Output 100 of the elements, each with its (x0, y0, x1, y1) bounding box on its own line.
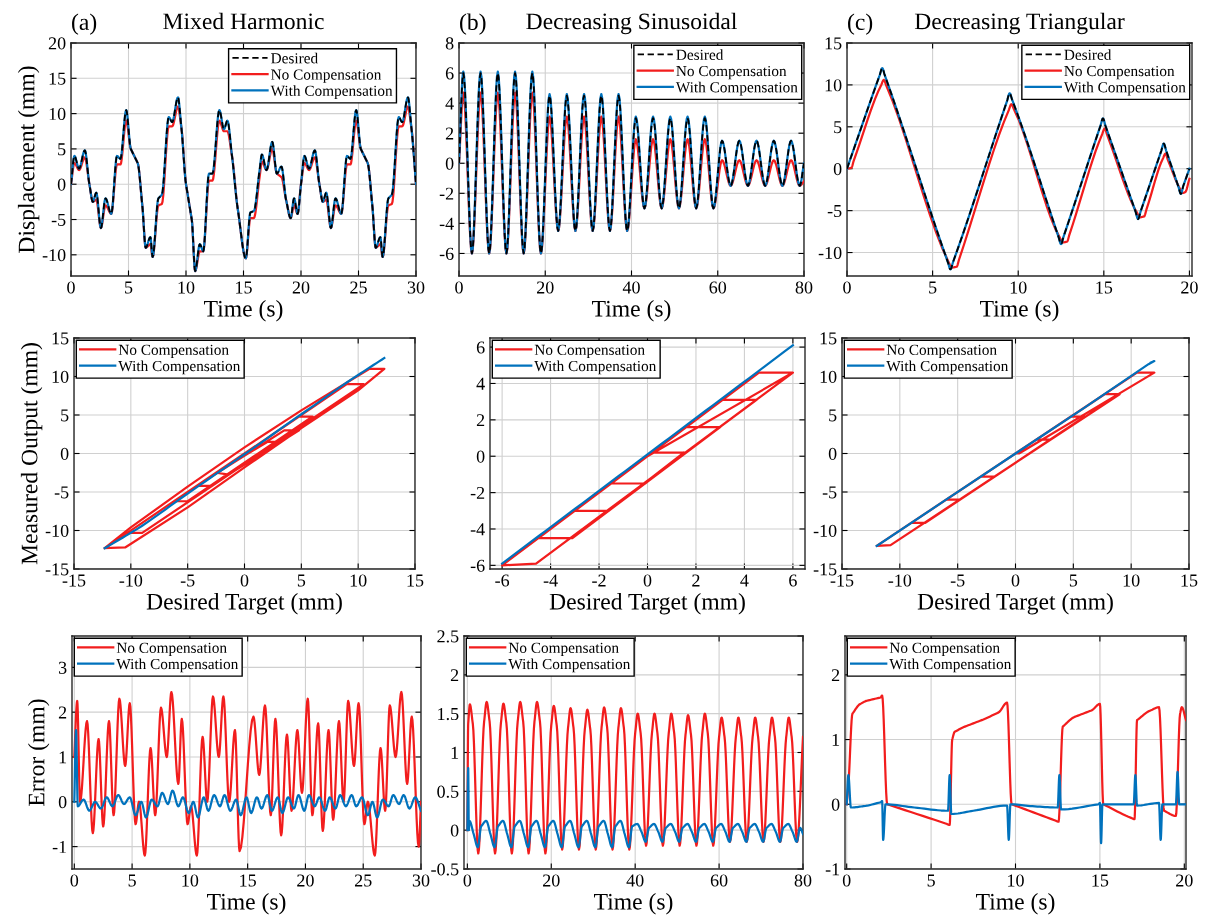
legend-label: No Compensation (889, 642, 1000, 657)
y-tick-label: 2 (476, 414, 485, 427)
x-tick-label: 15 (1092, 874, 1109, 887)
x-tick-label: 0 (240, 574, 249, 587)
x-tick-label: 10 (178, 281, 195, 294)
x-tick-label: -6 (495, 574, 510, 587)
y-tick-label: 0 (58, 796, 67, 809)
x-tick-label: 30 (407, 281, 425, 294)
x-tick-label: 5 (128, 874, 136, 887)
y-tick-label: 0 (450, 824, 459, 837)
x-tick-label: 30 (412, 874, 430, 887)
x-tick-label: 20 (537, 281, 554, 294)
x-tick-label: 20 (543, 874, 560, 887)
x-axis-title: Desired Target (mm) (917, 593, 1113, 615)
x-tick-label: 60 (709, 281, 727, 294)
legend-label: With Compensation (508, 658, 631, 673)
legend-label: No Compensation (534, 344, 645, 359)
legend-label: Desired (1064, 49, 1112, 60)
y-tick-label: 5 (834, 121, 842, 134)
y-tick-label: 0 (831, 798, 840, 811)
y-tick-label: 15 (825, 37, 842, 50)
y-tick-label: 10 (825, 79, 842, 92)
y-tick-label: 1 (451, 746, 459, 759)
legend-label: With Compensation (270, 85, 393, 100)
x-tick-label: 15 (1181, 574, 1198, 587)
x-axis-title: Desired Target (mm) (146, 593, 342, 615)
legend-label: With Compensation (889, 658, 1012, 673)
y-tick-label: 0 (833, 162, 842, 176)
x-tick-label: 40 (622, 281, 640, 294)
x-tick-label: 0 (842, 874, 851, 887)
y-tick-label: -2 (470, 486, 485, 499)
legend-label: With Compensation (116, 658, 239, 673)
y-tick-label: 2 (450, 669, 459, 682)
y-tick-label: 10 (820, 370, 837, 383)
chart-title: Mixed Harmonic (163, 12, 324, 30)
x-tick-label: 40 (626, 874, 644, 887)
x-axis-title: Time (s) (980, 300, 1059, 322)
y-tick-label: 3 (58, 661, 67, 674)
x-tick-label: 20 (1176, 874, 1193, 887)
y-tick-label: 2 (445, 127, 454, 140)
y-tick-label: -6 (470, 559, 485, 572)
x-tick-label: -2 (592, 574, 606, 587)
x-tick-label: 10 (1123, 574, 1140, 587)
x-tick-label: 0 (1011, 574, 1020, 587)
x-tick-label: 15 (1096, 281, 1113, 294)
legend-label: With Compensation (534, 360, 657, 375)
y-tick-label: 6 (476, 341, 485, 354)
x-tick-label: 20 (297, 874, 314, 887)
legend-label: No Compensation (118, 344, 229, 359)
y-tick-label: 5 (829, 409, 837, 422)
legend-label: With Compensation (118, 360, 241, 375)
x-tick-label: 5 (297, 574, 306, 587)
x-axis-title: Time (s) (976, 893, 1055, 915)
legend-label: With Compensation (1063, 81, 1186, 96)
y-tick-label: 0 (828, 447, 837, 460)
x-tick-label: 80 (794, 874, 812, 887)
x-tick-label: 60 (710, 874, 728, 887)
x-tick-label: 2 (692, 574, 700, 587)
legend-label: No Compensation (271, 69, 382, 83)
y-tick-label: 1 (832, 733, 840, 746)
y-tick-label: -1 (825, 863, 840, 876)
x-tick-label: 0 (643, 574, 652, 587)
x-tick-label: 5 (929, 281, 937, 294)
y-tick-label: 4 (445, 97, 454, 110)
y-axis-title: Measured Output (mm) (20, 343, 43, 565)
y-tick-label: 6 (445, 67, 454, 80)
y-tick-label: -2 (439, 187, 454, 200)
x-axis-title: Desired Target (mm) (549, 593, 745, 615)
y-tick-label: 2.5 (437, 630, 459, 643)
y-tick-label: -5 (54, 486, 69, 499)
x-tick-label: 15 (407, 574, 424, 587)
x-tick-label: 10 (350, 574, 367, 587)
x-tick-label: 0 (70, 874, 79, 887)
y-tick-label: -0.5 (431, 863, 459, 876)
x-tick-label: 20 (1181, 281, 1198, 294)
x-tick-label: -10 (119, 574, 143, 587)
legend-label: No Compensation (1064, 65, 1175, 80)
y-tick-label: -5 (822, 486, 837, 499)
y-tick-label: 1 (59, 751, 67, 764)
x-tick-label: 5 (125, 281, 133, 294)
x-axis-title: Time (s) (592, 300, 671, 322)
x-tick-label: -5 (950, 574, 965, 587)
y-tick-label: -4 (439, 217, 454, 230)
y-tick-label: 10 (52, 370, 69, 383)
y-tick-label: 8 (445, 37, 454, 50)
y-tick-label: -10 (42, 249, 66, 262)
y-tick-label: 15 (49, 72, 66, 85)
x-tick-label: -5 (180, 574, 195, 587)
text: (b) (460, 13, 486, 35)
legend-label: No Compensation (676, 65, 787, 80)
x-tick-label: 80 (795, 281, 813, 294)
x-tick-label: -4 (543, 574, 558, 587)
y-tick-label: 5 (61, 409, 69, 422)
y-tick-label: 15 (52, 332, 69, 345)
legend-label: With Compensation (675, 81, 798, 96)
legend-label: Desired (271, 52, 318, 64)
x-axis-title: Time (s) (594, 893, 673, 915)
y-tick-label: 4 (476, 377, 485, 390)
legend-label: Desired (676, 49, 724, 60)
x-tick-label: 6 (789, 574, 797, 587)
